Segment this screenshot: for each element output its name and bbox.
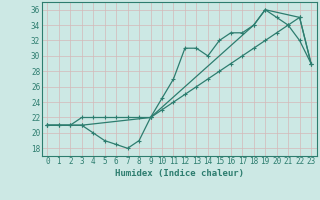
X-axis label: Humidex (Indice chaleur): Humidex (Indice chaleur) bbox=[115, 169, 244, 178]
